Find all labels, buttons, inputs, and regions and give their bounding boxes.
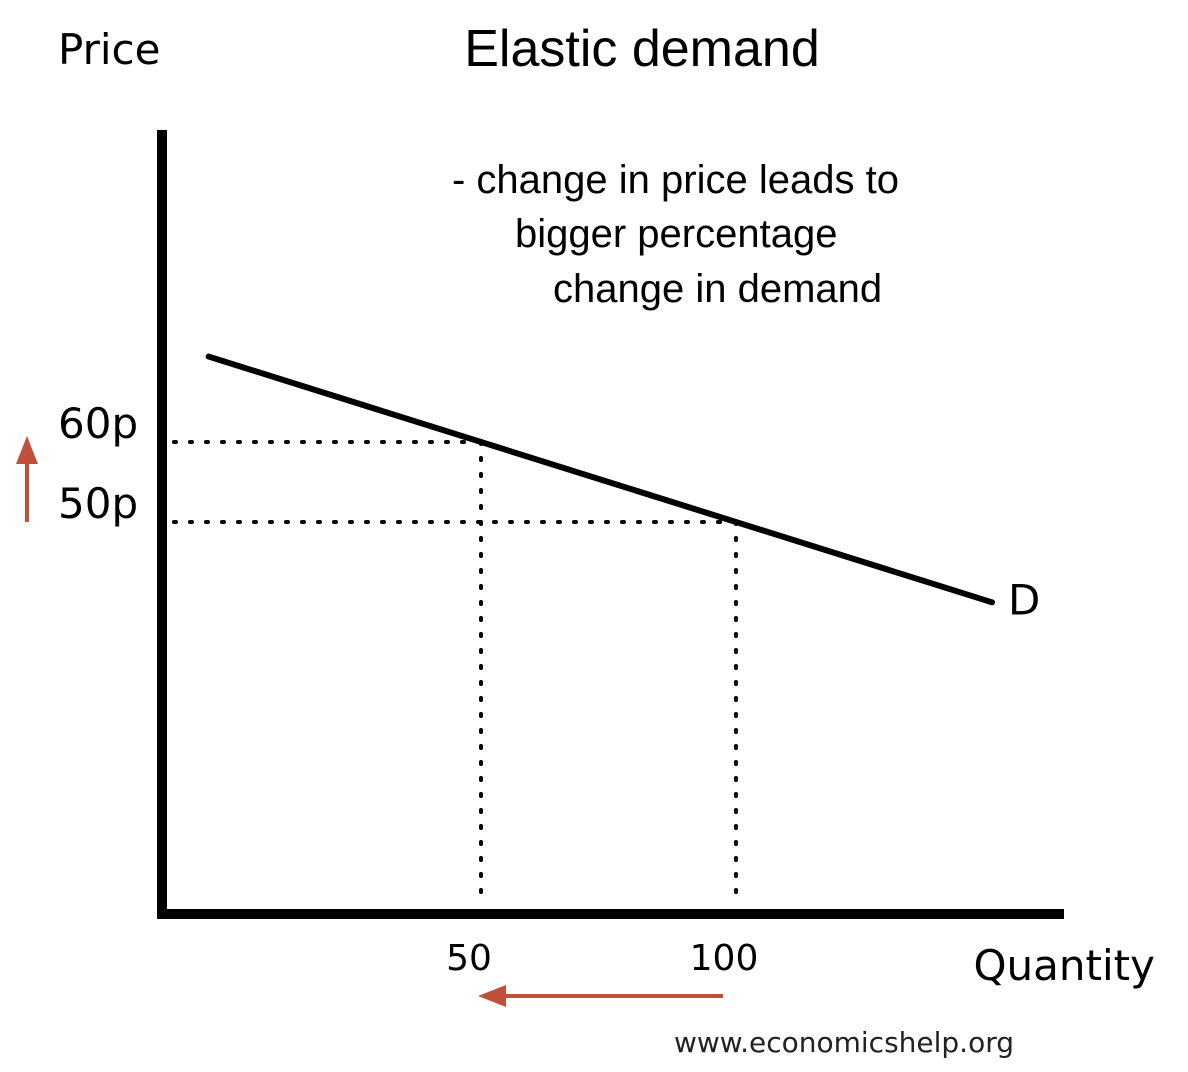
y-tick-label: 60p bbox=[58, 399, 138, 448]
demand-curve bbox=[205, 353, 996, 606]
x-tick-label: 100 bbox=[690, 938, 759, 979]
chart-title: Elastic demand bbox=[464, 20, 820, 78]
y-tick-label: 50p bbox=[58, 479, 138, 528]
demand-curve-label: D bbox=[1008, 575, 1040, 624]
price-increase-arrow bbox=[16, 436, 38, 522]
x-tick-label: 50 bbox=[446, 938, 492, 979]
y-axis-label: Price bbox=[58, 25, 160, 74]
annotation-line-2: bigger percentage bbox=[515, 212, 837, 256]
quantity-decrease-arrow bbox=[478, 985, 723, 1007]
guide-lines bbox=[172, 440, 738, 908]
annotation-line-3: change in demand bbox=[553, 267, 882, 311]
source-watermark: www.economicshelp.org bbox=[674, 1026, 1014, 1059]
axis-ticks: 60p 50p 50 100 bbox=[58, 399, 758, 979]
x-axis-label: Quantity bbox=[974, 941, 1156, 990]
annotation-line-1: - change in price leads to bbox=[452, 158, 899, 202]
